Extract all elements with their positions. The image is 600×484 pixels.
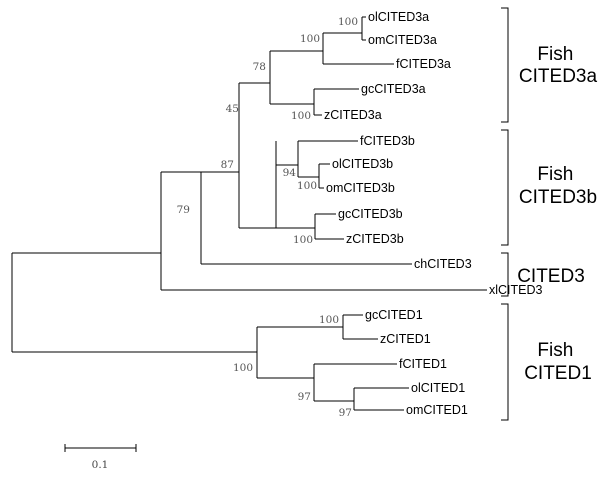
- bootstrap-value: 100: [300, 33, 320, 45]
- taxon-label: omCITED1: [406, 403, 468, 417]
- taxon-label: fCITED3b: [360, 134, 415, 148]
- bootstrap-value: 100: [291, 110, 311, 122]
- group-label-fish-cited1: Fish CITED1: [524, 340, 592, 384]
- taxon-label: gcCITED3a: [361, 82, 426, 96]
- bootstrap-value: 79: [177, 204, 190, 216]
- group-label-line: Fish: [537, 340, 573, 361]
- scale-bar: 0.1: [64, 444, 137, 471]
- taxon-label: olCITED3b: [332, 157, 393, 171]
- bootstrap-value: 94: [283, 167, 297, 179]
- bracket-cited3: [501, 252, 509, 297]
- taxon-label: xlCITED3: [489, 283, 543, 297]
- bootstrap-value: 87: [221, 159, 234, 171]
- taxon-label: chCITED3: [414, 257, 472, 271]
- taxon-label: fCITED3a: [396, 57, 451, 71]
- taxon-label: gcCITED3b: [338, 207, 403, 221]
- bracket-fish-cited3a: [501, 7, 509, 123]
- scale-bar-label: 0.1: [92, 459, 109, 471]
- taxon-label: olCITED3a: [368, 10, 429, 24]
- group-labels: Fish CITED3a Fish CITED3b CITED3 Fish CI…: [517, 44, 597, 384]
- bootstrap-value: 45: [226, 103, 239, 115]
- bootstrap-value: 100: [293, 234, 313, 246]
- bracket-fish-cited3b: [501, 129, 509, 246]
- group-brackets: [501, 7, 509, 421]
- group-label-line: CITED1: [524, 363, 592, 384]
- group-label-line: Fish: [537, 164, 573, 185]
- taxon-labels: olCITED3a omCITED3a fCITED3a gcCITED3a z…: [324, 10, 543, 417]
- tree-branches: [11, 16, 487, 411]
- taxon-label: omCITED3b: [326, 181, 395, 195]
- taxon-label: zCITED3b: [346, 232, 404, 246]
- taxon-label: zCITED3a: [324, 108, 382, 122]
- bracket-fish-cited1: [501, 303, 509, 421]
- group-label-line: Fish: [537, 44, 573, 65]
- scale-bar-line: [64, 444, 137, 452]
- group-label-fish-cited3b: Fish CITED3b: [519, 164, 597, 208]
- bootstrap-value: 97: [298, 391, 311, 403]
- group-label-fish-cited3a: Fish CITED3a: [519, 44, 598, 87]
- taxon-label: fCITED1: [399, 357, 447, 371]
- group-label-line: CITED3a: [519, 66, 598, 87]
- bootstrap-value: 78: [253, 61, 266, 73]
- bootstrap-value: 100: [319, 314, 339, 326]
- group-label-cited3: CITED3: [517, 266, 585, 287]
- bootstrap-value: 100: [297, 180, 317, 192]
- taxon-label: gcCITED1: [365, 308, 423, 322]
- taxon-label: zCITED1: [380, 332, 431, 346]
- taxon-label: olCITED1: [411, 381, 465, 395]
- bootstrap-value: 100: [233, 362, 253, 374]
- bootstrap-values: 100 100 78 100 45 87 94 100 79 100 100 1…: [177, 16, 358, 419]
- bootstrap-value: 97: [339, 407, 352, 419]
- group-label-line: CITED3b: [519, 187, 597, 208]
- taxon-label: omCITED3a: [368, 33, 437, 47]
- bootstrap-value: 100: [338, 16, 358, 28]
